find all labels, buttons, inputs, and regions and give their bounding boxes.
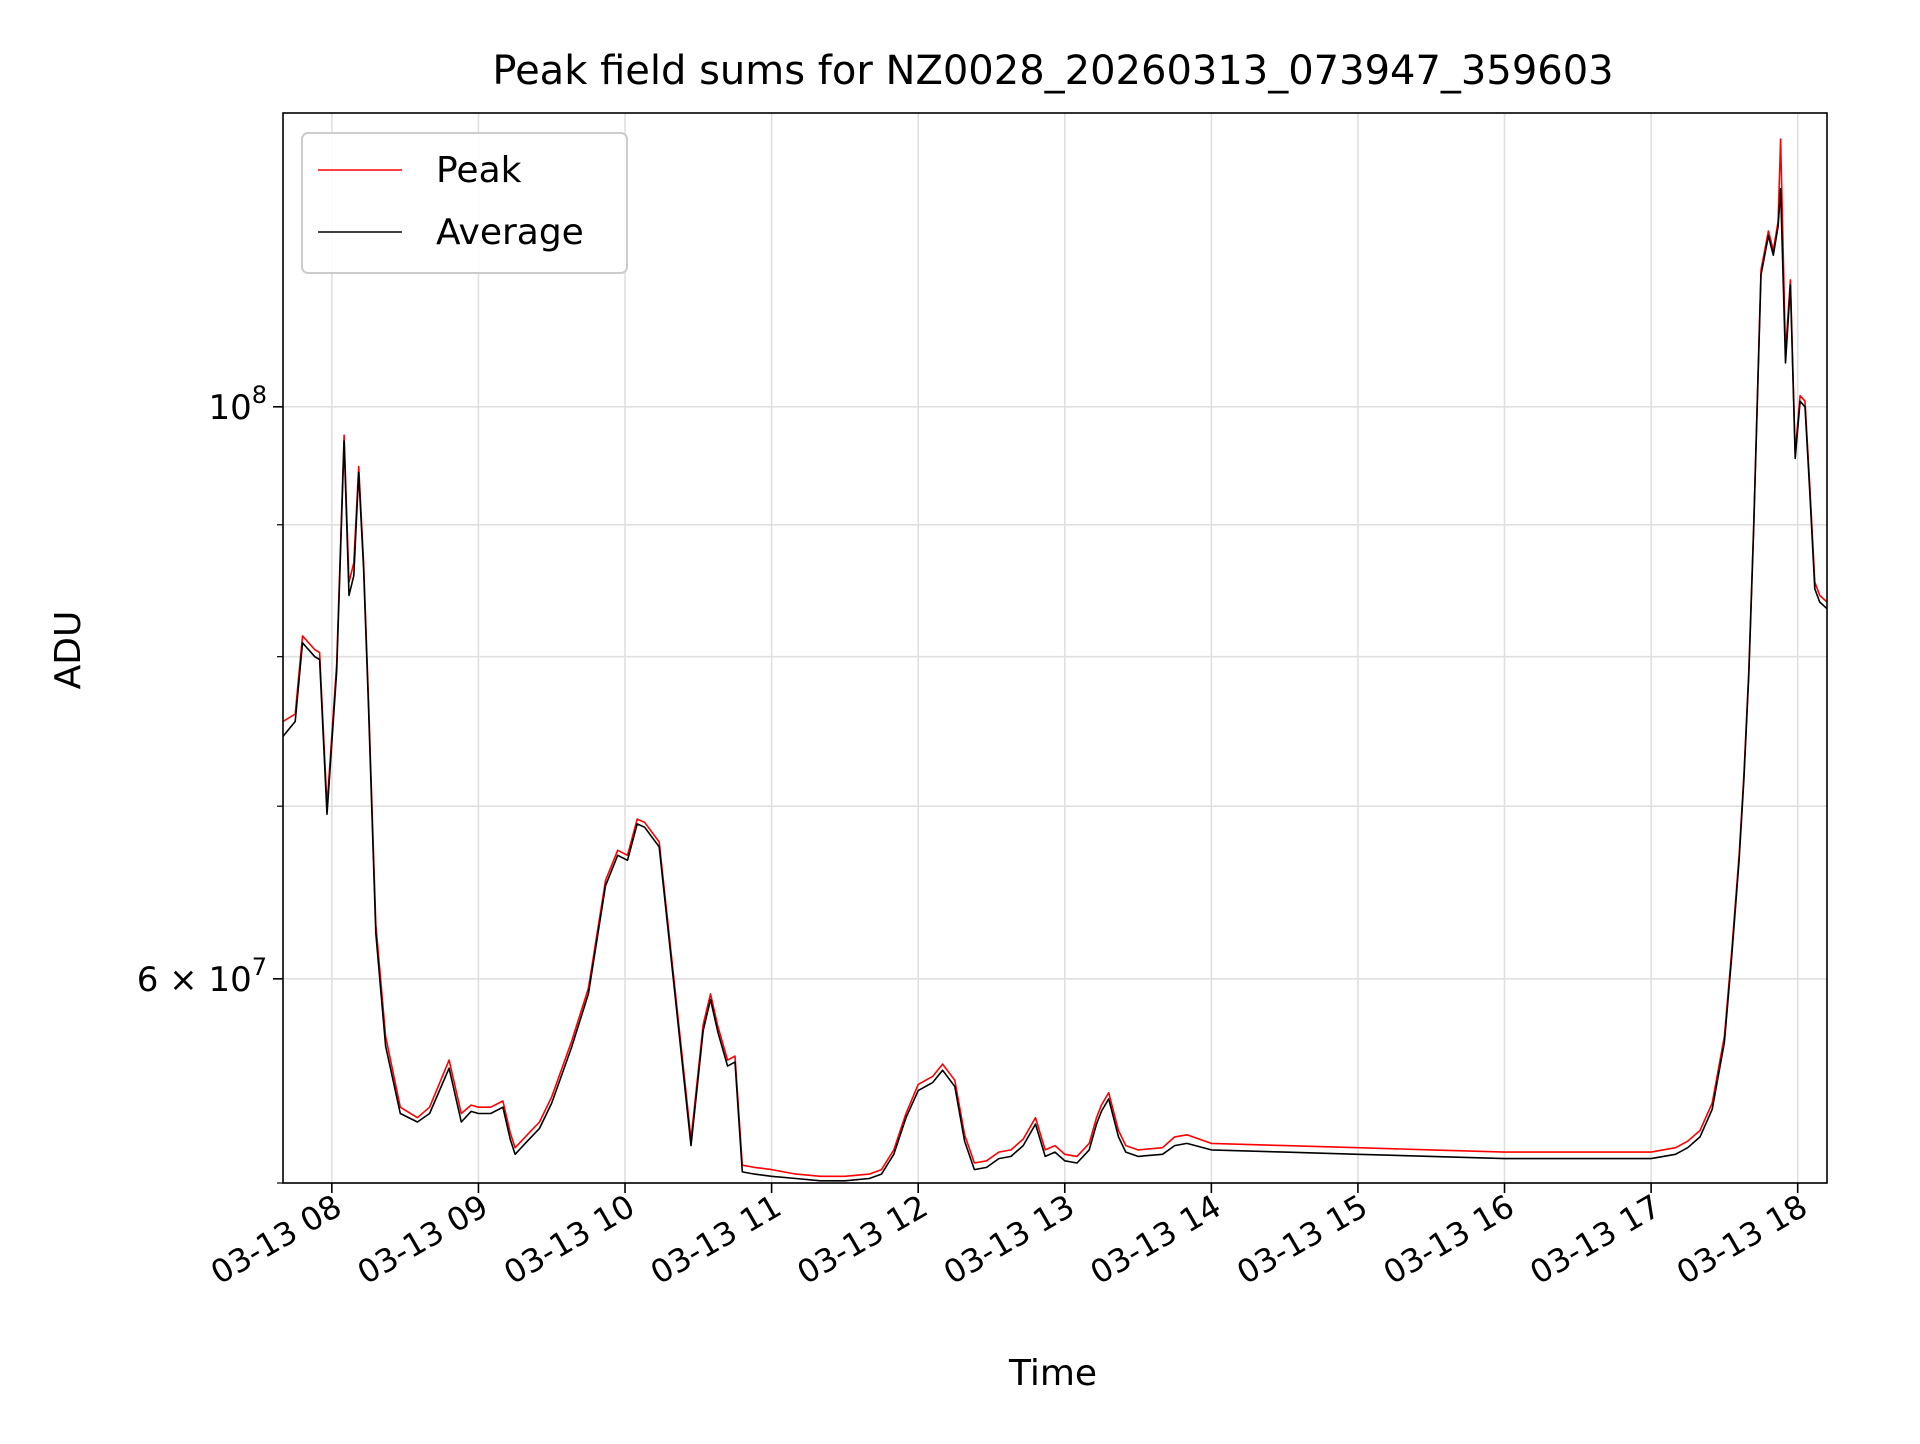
x-axis-label: Time: [1008, 1353, 1097, 1394]
series-line-average: [282, 187, 1828, 1182]
legend-box: [301, 132, 628, 274]
y-tick-label: 6 × 107: [137, 953, 267, 1000]
legend-label-average: Average: [436, 212, 584, 253]
plot-frame: [282, 112, 1828, 1184]
legend-label-peak: Peak: [436, 150, 522, 191]
legend: Peak Average: [301, 132, 628, 274]
y-tick-label: 108: [208, 381, 267, 428]
y-axis-label: ADU: [48, 611, 89, 690]
series-layer: [282, 138, 1828, 1182]
chart-title: Peak field sums for NZ0028_20260313_0739…: [492, 48, 1613, 94]
